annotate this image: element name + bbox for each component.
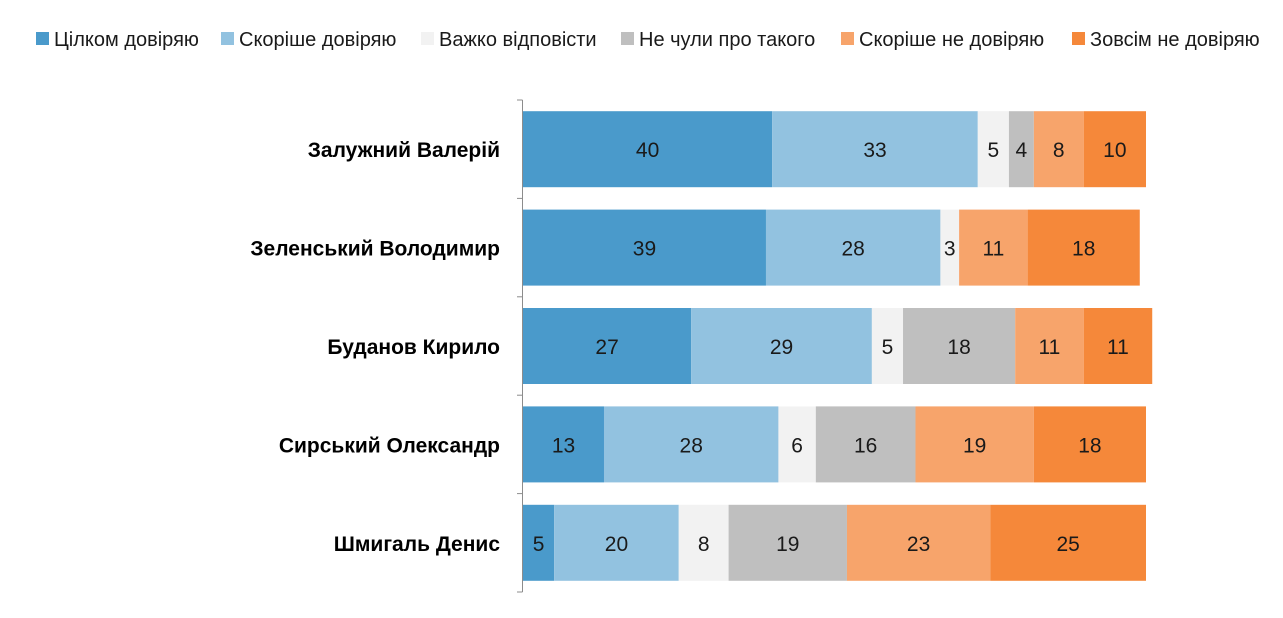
legend-label-цілком-довіряю: Цілком довіряю: [54, 29, 199, 51]
data-label: 28: [680, 434, 703, 457]
data-label: 16: [854, 434, 877, 457]
data-label: 8: [1053, 139, 1065, 162]
legend-label-скоріше-не-довіряю: Скоріше не довіряю: [859, 29, 1044, 51]
legend-label-скоріше-довіряю: Скоріше довіряю: [239, 29, 396, 51]
bar-segment-скоріше-довіряю: [765, 209, 941, 286]
data-label: 5: [988, 139, 1000, 162]
category-label: Шмигаль Денис: [334, 533, 501, 556]
data-label: 25: [1056, 533, 1079, 556]
bar-segment-цілком-довіряю: [523, 111, 773, 188]
legend-swatch-скоріше-не-довіряю: [841, 32, 854, 45]
data-label: 19: [776, 533, 799, 556]
bar-segment-скоріше-не-довіряю: [959, 209, 1028, 286]
bar-segment-скоріше-не-довіряю: [1033, 111, 1084, 188]
category-label: Зеленський Володимир: [250, 238, 500, 261]
bar-segment-важко-відповісти: [940, 209, 960, 286]
data-label: 3: [944, 238, 956, 261]
data-label: 33: [863, 139, 886, 162]
bar-row-2: 39 28 3 11 18: [523, 209, 1140, 286]
bar-segment-скоріше-не-довіряю: [846, 504, 991, 581]
category-label: Сирський Олександр: [279, 434, 500, 457]
bar-segment-не-чули-про-такого: [815, 406, 916, 483]
data-label: 6: [791, 434, 803, 457]
bar-segment-не-чули-про-такого: [903, 308, 1016, 384]
bar-segment-цілком-довіряю: [523, 504, 555, 581]
legend-swatch-зовсім-не-довіряю: [1072, 32, 1085, 45]
bar-row-1: 40 33 5 4 8 10: [523, 111, 1146, 188]
bar-segment-важко-відповісти: [977, 111, 1009, 188]
bar-segment-скоріше-не-довіряю: [915, 406, 1034, 483]
data-label: 18: [1078, 434, 1101, 457]
legend-label-не-чули-про-такого: Не чули про такого: [639, 29, 815, 51]
data-label: 5: [882, 336, 894, 359]
bar-segment-цілком-довіряю: [523, 406, 604, 483]
bar-segment-скоріше-не-довіряю: [1015, 308, 1084, 384]
data-label: 18: [947, 336, 970, 359]
legend-swatch-цілком-довіряю: [36, 32, 49, 45]
data-label: 27: [595, 336, 618, 359]
category-label: Буданов Кирило: [327, 336, 500, 359]
bar-segment-важко-відповісти: [778, 406, 816, 483]
data-label: 4: [1016, 139, 1028, 162]
legend-swatch-не-чули-про-такого: [621, 32, 634, 45]
data-label: 39: [633, 238, 656, 261]
bar-segment-важко-відповісти: [871, 308, 904, 384]
bar-row-4: 13 28 6 16 19 18: [523, 406, 1146, 483]
data-label: 11: [982, 238, 1004, 261]
bar-segment-не-чули-про-такого: [728, 504, 847, 581]
legend-swatch-важко-відповісти: [421, 32, 434, 45]
data-label: 23: [907, 533, 930, 556]
bar-segment-цілком-довіряю: [523, 308, 692, 384]
bar-segment-зовсім-не-довіряю: [1033, 406, 1146, 483]
data-label: 40: [636, 139, 659, 162]
data-label: 18: [1072, 238, 1095, 261]
bar-row-5: 5 20 8 19 23 25: [523, 504, 1146, 581]
legend-label-зовсім-не-довіряю: Зовсім не довіряю: [1090, 29, 1260, 51]
data-label: 19: [963, 434, 986, 457]
bar-segment-важко-відповісти: [678, 504, 729, 581]
bar-segment-не-чули-про-такого: [1008, 111, 1034, 188]
bar-segment-зовсім-не-довіряю: [1083, 111, 1146, 188]
bar-segment-зовсім-не-довіряю: [1083, 308, 1153, 384]
bar-segment-зовсім-не-довіряю: [990, 504, 1146, 581]
data-label: 28: [842, 238, 865, 261]
data-label: 13: [552, 434, 575, 457]
legend: Цілком довіряю Скоріше довіряю Важко відпо…: [36, 29, 1260, 51]
bar-segment-скоріше-довіряю: [554, 504, 679, 581]
data-label: 29: [770, 336, 793, 359]
category-axis: [517, 99, 523, 593]
bar-segment-скоріше-довіряю: [603, 406, 779, 483]
bar-row-3: 27 29 5 18 11 11: [523, 308, 1153, 384]
category-labels: Залужний Валерій Зеленський Володимир Буда…: [250, 139, 500, 556]
data-label: 10: [1103, 139, 1126, 162]
data-label: 5: [533, 533, 545, 556]
legend-swatch-скоріше-довіряю: [221, 32, 234, 45]
data-label: 8: [698, 533, 710, 556]
category-label: Залужний Валерій: [308, 139, 500, 162]
data-label: 20: [605, 533, 628, 556]
data-label: 11: [1039, 336, 1061, 359]
bar-segment-скоріше-довіряю: [772, 111, 978, 188]
data-label: 11: [1107, 336, 1129, 359]
bar-segment-зовсім-не-довіряю: [1027, 209, 1140, 286]
bar-segment-скоріше-довіряю: [691, 308, 872, 384]
bar-segment-цілком-довіряю: [523, 209, 766, 286]
legend-label-важко-відповісти: Важко відповісти: [439, 29, 597, 51]
